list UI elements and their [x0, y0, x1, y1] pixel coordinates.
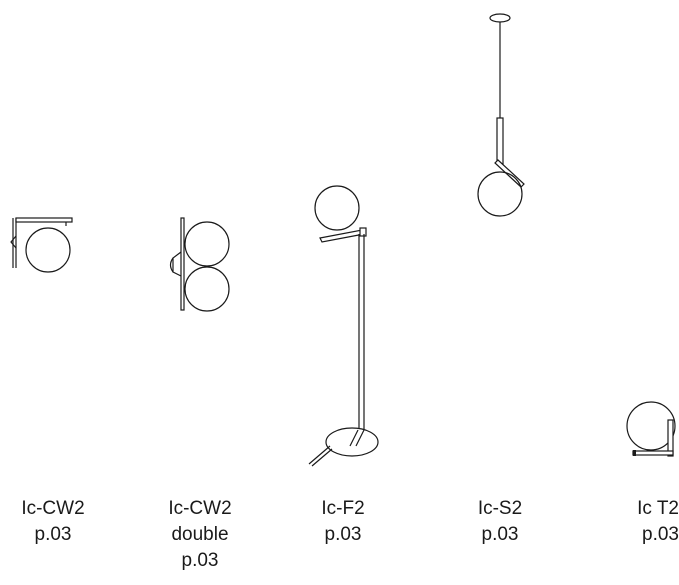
- table-lamp-icon: [626, 401, 676, 457]
- product-name: Ic-S2: [477, 498, 523, 519]
- wall-lamp-icon: [10, 217, 73, 273]
- caption-ic-s2: Ic-S2 p.03: [455, 496, 545, 548]
- caption-ic-cw2-double: Ic-CW2 double p.03: [155, 496, 245, 574]
- caption-ic-f2: Ic-F2 p.03: [298, 496, 388, 548]
- product-name: Ic-CW2: [21, 498, 85, 519]
- product-page: p.03: [642, 524, 679, 545]
- product-variant: double: [171, 524, 229, 545]
- product-page: p.03: [481, 524, 519, 545]
- double-wall-lamp-icon: [169, 217, 230, 312]
- product-page: p.03: [34, 524, 72, 545]
- product-page: p.03: [324, 524, 362, 545]
- caption-ic-cw2: Ic-CW2 p.03: [8, 496, 98, 548]
- product-name: Ic-F2: [321, 498, 365, 519]
- product-name: Ic-CW2: [168, 498, 232, 519]
- caption-ic-t2: Ic T2 p.03: [604, 496, 679, 548]
- pendant-lamp-icon: [477, 13, 525, 217]
- floor-lamp-icon: [308, 185, 379, 467]
- product-page: p.03: [181, 550, 219, 571]
- product-name: Ic T2: [637, 498, 679, 519]
